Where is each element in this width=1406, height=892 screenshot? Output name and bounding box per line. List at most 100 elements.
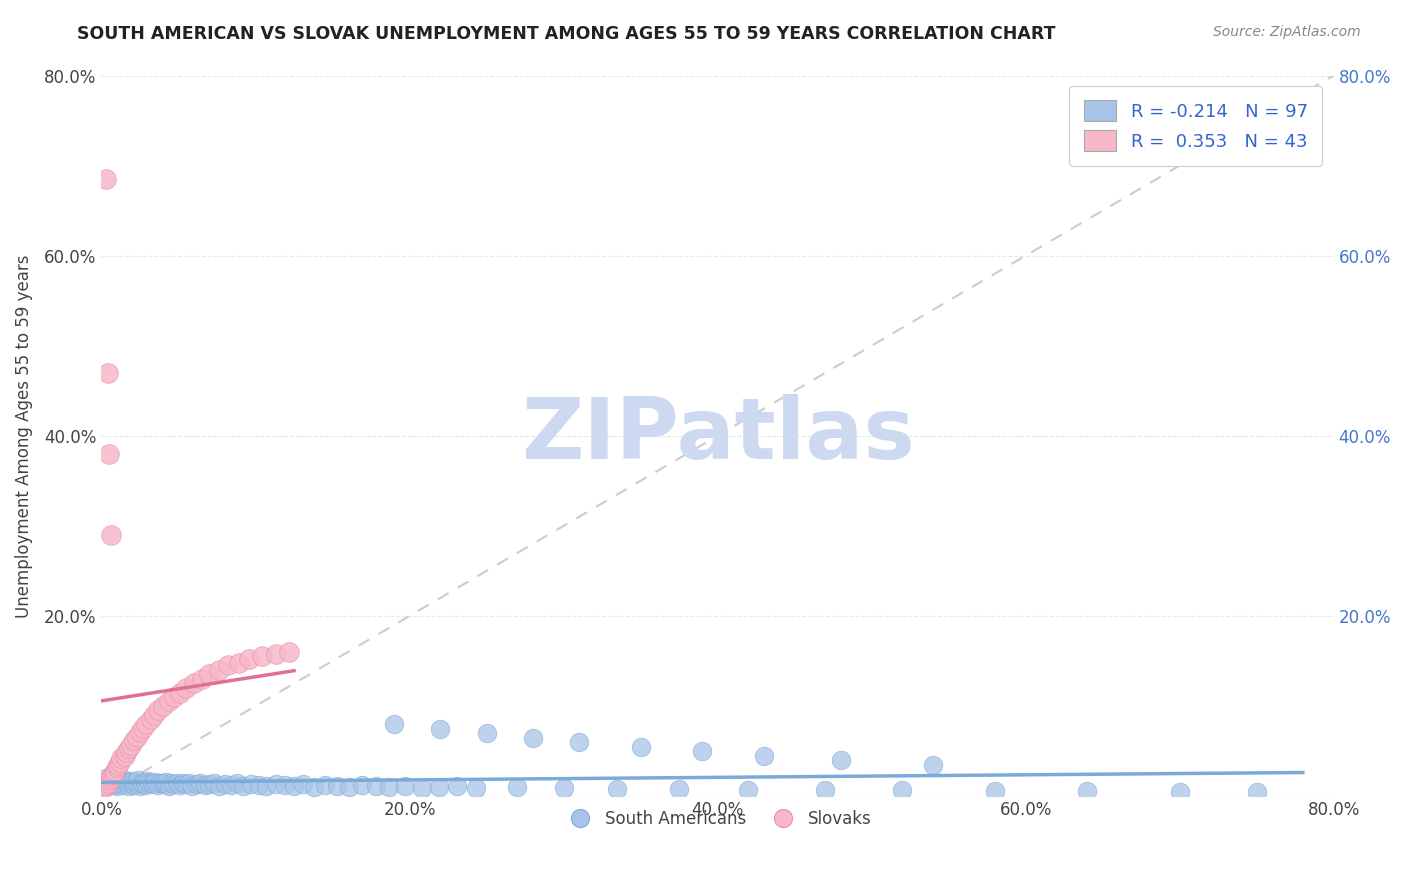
Point — [98, 772, 121, 787]
Point — [142, 708, 165, 723]
Point — [136, 773, 159, 788]
Point — [169, 685, 191, 699]
Point — [135, 717, 157, 731]
Point — [141, 775, 163, 789]
Point — [105, 779, 128, 793]
Point — [922, 757, 945, 772]
Point — [122, 778, 145, 792]
Point — [606, 781, 628, 796]
Point — [350, 778, 373, 792]
Point — [302, 780, 325, 794]
Point — [101, 768, 124, 782]
Point — [446, 779, 468, 793]
Point — [378, 780, 401, 794]
Point — [115, 745, 138, 759]
Point — [1246, 784, 1268, 798]
Point — [553, 780, 575, 795]
Point — [464, 780, 486, 795]
Point — [194, 778, 217, 792]
Point — [152, 775, 174, 789]
Text: ZIPatlas: ZIPatlas — [520, 394, 914, 477]
Point — [107, 757, 129, 772]
Point — [131, 775, 153, 789]
Point — [207, 779, 229, 793]
Point — [121, 777, 143, 791]
Point — [163, 777, 186, 791]
Point — [135, 778, 157, 792]
Point — [145, 774, 167, 789]
Point — [110, 775, 132, 789]
Point — [114, 748, 136, 763]
Point — [100, 772, 122, 787]
Point — [132, 721, 155, 735]
Point — [186, 777, 208, 791]
Point — [120, 738, 142, 752]
Point — [198, 667, 221, 681]
Point — [292, 777, 315, 791]
Point — [169, 778, 191, 792]
Point — [264, 777, 287, 791]
Point — [124, 774, 146, 789]
Point — [326, 779, 349, 793]
Point — [226, 776, 249, 790]
Point — [411, 780, 433, 795]
Text: SOUTH AMERICAN VS SLOVAK UNEMPLOYMENT AMONG AGES 55 TO 59 YEARS CORRELATION CHAR: SOUTH AMERICAN VS SLOVAK UNEMPLOYMENT AM… — [77, 25, 1056, 43]
Point — [98, 447, 121, 461]
Point — [429, 722, 451, 736]
Point — [172, 776, 194, 790]
Point — [174, 681, 197, 695]
Point — [104, 776, 127, 790]
Point — [274, 778, 297, 792]
Point — [93, 780, 115, 794]
Point — [117, 774, 139, 789]
Point — [127, 772, 149, 787]
Point — [179, 775, 201, 789]
Point — [108, 755, 131, 769]
Point — [181, 779, 204, 793]
Point — [94, 771, 117, 785]
Point — [94, 778, 117, 792]
Point — [190, 672, 212, 686]
Point — [506, 780, 529, 794]
Point — [132, 777, 155, 791]
Point — [103, 766, 125, 780]
Point — [112, 778, 135, 792]
Point — [668, 781, 690, 796]
Point — [228, 656, 250, 670]
Point — [108, 773, 131, 788]
Text: Source: ZipAtlas.com: Source: ZipAtlas.com — [1213, 25, 1361, 39]
Point — [382, 717, 405, 731]
Point — [630, 739, 652, 754]
Point — [105, 760, 128, 774]
Point — [110, 751, 132, 765]
Point — [163, 690, 186, 704]
Point — [105, 772, 128, 786]
Point — [104, 764, 127, 778]
Point — [254, 779, 277, 793]
Point — [814, 782, 837, 797]
Point — [114, 772, 136, 787]
Point — [120, 775, 142, 789]
Point — [149, 776, 172, 790]
Point — [148, 778, 170, 792]
Point — [278, 645, 301, 659]
Point — [250, 649, 273, 664]
Point — [339, 780, 361, 794]
Point — [101, 778, 124, 792]
Point — [238, 652, 260, 666]
Point — [100, 771, 122, 785]
Point — [568, 735, 591, 749]
Point — [202, 776, 225, 790]
Point — [94, 172, 117, 186]
Point — [232, 779, 254, 793]
Point — [264, 647, 287, 661]
Legend: South Americans, Slovaks: South Americans, Slovaks — [557, 804, 879, 835]
Point — [129, 725, 152, 739]
Point — [239, 777, 262, 791]
Point — [134, 774, 156, 789]
Point — [148, 703, 170, 717]
Point — [166, 775, 188, 789]
Point — [142, 777, 165, 791]
Point — [125, 730, 148, 744]
Point — [207, 663, 229, 677]
